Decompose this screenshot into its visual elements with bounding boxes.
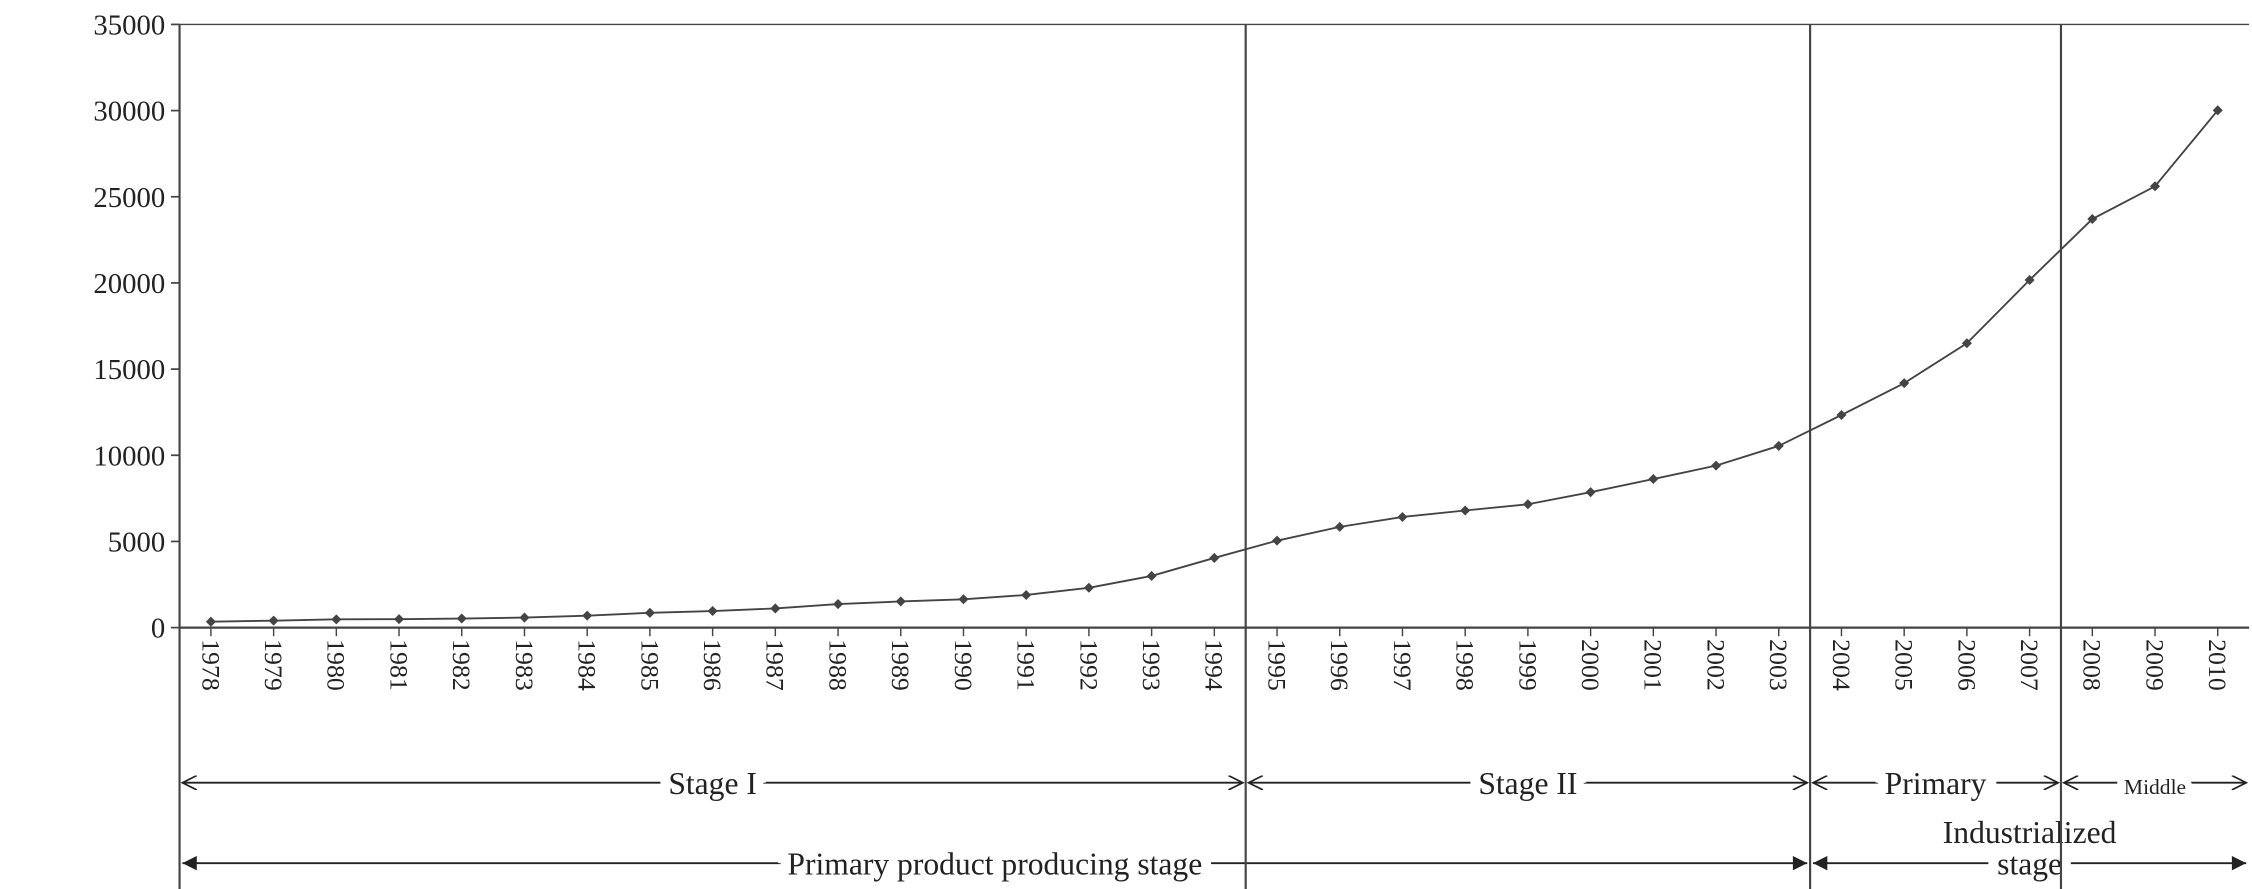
data-point — [1397, 511, 1408, 522]
y-tick-label: 35000 — [93, 9, 165, 41]
y-tick-label: 5000 — [108, 526, 165, 558]
x-tick-label: 2003 — [1764, 639, 1793, 691]
data-point — [1146, 570, 1157, 581]
x-tick-label: 1993 — [1137, 639, 1166, 691]
x-tick-label: 1980 — [322, 639, 351, 691]
data-point — [895, 596, 906, 607]
x-tick-label: 1987 — [761, 639, 790, 691]
y-tick-label: 20000 — [93, 268, 165, 300]
x-tick-label: 2009 — [2140, 639, 2169, 691]
data-point — [1021, 589, 1032, 601]
data-point — [582, 610, 593, 621]
x-tick-label: 2006 — [1952, 639, 1981, 691]
stage-label: Primary product producing stage — [787, 847, 1202, 882]
x-tick-label: 1982 — [447, 639, 476, 691]
y-tick-label: 10000 — [93, 440, 165, 472]
x-tick-label: 2008 — [2078, 639, 2107, 691]
x-tick-label: 2002 — [1701, 639, 1730, 691]
data-point — [1209, 552, 1220, 563]
stage-label: Stage II — [1478, 766, 1577, 801]
x-tick-label: 1994 — [1200, 639, 1229, 691]
y-tick-label: 30000 — [93, 96, 165, 128]
stage-label: Stage I — [668, 766, 757, 801]
stage-label: Primary — [1885, 766, 1987, 801]
data-point — [770, 603, 781, 614]
data-point — [2024, 274, 2035, 286]
x-tick-label: 2004 — [1827, 639, 1856, 691]
data-point — [644, 607, 655, 618]
data-point — [394, 614, 405, 625]
data-point — [1460, 505, 1471, 516]
y-tick-label: 0 — [151, 613, 165, 645]
x-tick-label: 1995 — [1262, 639, 1291, 691]
data-point — [331, 614, 342, 625]
data-point — [707, 605, 718, 617]
x-tick-label: 1986 — [698, 639, 727, 691]
data-point — [833, 599, 844, 610]
data-line — [210, 109, 2219, 623]
data-point — [1711, 460, 1722, 471]
data-point — [2212, 105, 2223, 116]
data-point — [456, 613, 467, 624]
data-point — [1648, 473, 1659, 485]
data-point — [205, 616, 216, 627]
data-point — [268, 615, 279, 626]
x-tick-label: 1984 — [573, 639, 602, 691]
y-tick-label: 15000 — [93, 354, 165, 386]
x-tick-label: 1988 — [823, 639, 852, 691]
stage-label: Industrialized — [1943, 815, 2117, 850]
x-tick-label: 1996 — [1325, 639, 1354, 691]
data-point — [1836, 409, 1847, 421]
x-tick-label: 2000 — [1576, 639, 1605, 691]
x-tick-label: 1991 — [1012, 639, 1041, 691]
data-point — [1083, 582, 1094, 593]
data-point — [2150, 181, 2161, 192]
x-tick-label: 2010 — [2203, 639, 2232, 691]
x-tick-label: 1978 — [196, 639, 225, 691]
x-tick-label: 1981 — [384, 639, 413, 691]
data-point — [1522, 499, 1533, 510]
x-tick-label: 1983 — [510, 639, 539, 691]
x-tick-label: 2007 — [2015, 639, 2044, 691]
x-tick-label: 1989 — [886, 639, 915, 691]
stage-label: stage — [1997, 847, 2062, 882]
x-tick-label: 1997 — [1388, 639, 1417, 691]
data-point — [1585, 487, 1596, 498]
stage-label: Middle — [2124, 775, 2186, 799]
x-tick-label: 2005 — [1890, 639, 1919, 691]
data-point — [1272, 535, 1283, 546]
x-tick-label: 1999 — [1513, 639, 1542, 691]
data-point — [2087, 213, 2098, 225]
x-tick-label: 2001 — [1639, 639, 1668, 691]
data-point — [519, 612, 530, 623]
data-point — [1334, 521, 1345, 532]
data-point — [1899, 378, 1910, 389]
data-point — [1773, 440, 1784, 451]
x-tick-label: 1998 — [1451, 639, 1480, 691]
data-point — [958, 594, 969, 605]
x-tick-label: 1990 — [949, 639, 978, 691]
y-tick-label: 25000 — [93, 182, 165, 214]
x-tick-label: 1979 — [259, 639, 288, 691]
data-point — [1961, 338, 1972, 349]
x-tick-label: 1985 — [635, 639, 664, 691]
x-tick-label: 1992 — [1074, 639, 1103, 691]
